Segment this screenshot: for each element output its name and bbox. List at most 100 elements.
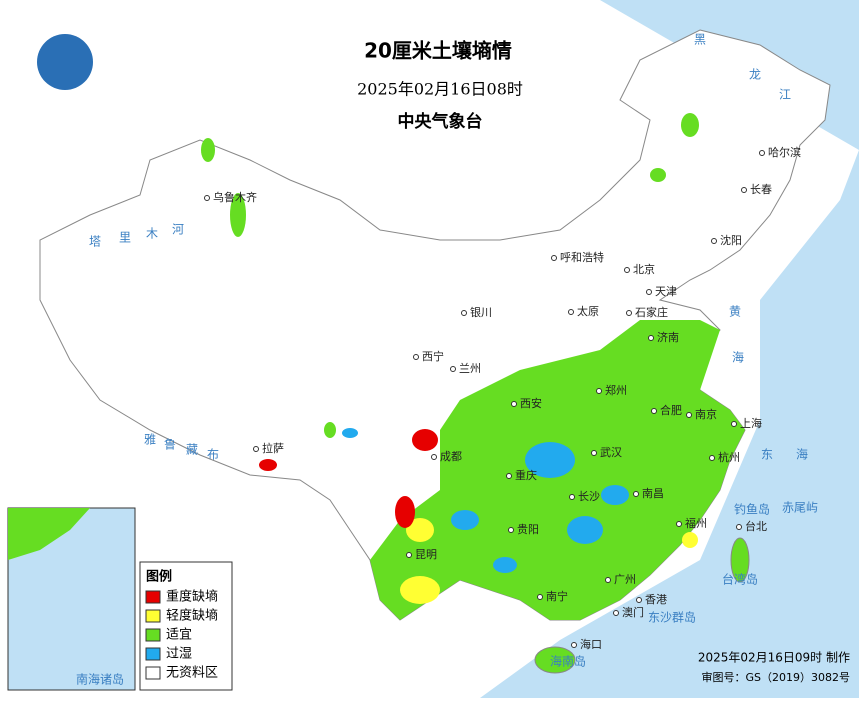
city-dot xyxy=(648,335,654,341)
legend-label: 适宜 xyxy=(166,628,192,643)
city-label: 乌鲁木齐 xyxy=(213,190,257,204)
city-label: 台北 xyxy=(745,519,767,533)
city-label: 海口 xyxy=(580,637,602,651)
city-dot xyxy=(676,521,682,527)
city-label: 南宁 xyxy=(546,589,568,603)
city-dot xyxy=(709,455,715,461)
water-label: 东沙群岛 xyxy=(648,610,696,625)
hainan xyxy=(534,646,576,674)
water-label: 里 xyxy=(119,231,131,245)
city-label: 拉萨 xyxy=(262,441,284,455)
city-dot xyxy=(741,187,747,193)
footer-approval: 审图号：GS（2019）3082号 xyxy=(702,670,851,684)
legend-label: 轻度缺墒 xyxy=(166,608,218,624)
water-label: 台湾岛 xyxy=(722,572,758,587)
city-label: 银川 xyxy=(470,305,492,319)
water-label: 河 xyxy=(172,223,184,237)
city-label: 合肥 xyxy=(660,403,682,417)
legend-title: 图例 xyxy=(146,569,172,585)
city-dot xyxy=(569,494,575,500)
city-dot xyxy=(571,642,577,648)
legend-swatch xyxy=(145,590,161,604)
water-label: 海南岛 xyxy=(550,654,586,669)
city-label: 澳门 xyxy=(622,605,644,619)
city-label: 石家庄 xyxy=(635,305,668,319)
city-dot xyxy=(646,289,652,295)
wet-areas xyxy=(342,428,629,573)
city-dot xyxy=(736,524,742,530)
inset-land xyxy=(8,508,90,560)
water-label: 龙 xyxy=(749,68,761,82)
water-label: 雅 xyxy=(144,432,156,447)
city-label: 长春 xyxy=(750,183,772,196)
water-label: 布 xyxy=(207,448,219,462)
city-dot xyxy=(759,150,765,156)
city-dot xyxy=(711,238,717,244)
city-label: 广州 xyxy=(614,573,636,586)
city-label: 郑州 xyxy=(605,383,627,397)
city-dot xyxy=(651,408,657,414)
city-label: 昆明 xyxy=(415,548,437,561)
city-label: 南昌 xyxy=(642,487,664,500)
city-dot xyxy=(613,610,619,616)
city-label: 兰州 xyxy=(459,362,481,375)
water-label: 海 xyxy=(796,447,808,462)
city-dot xyxy=(508,527,514,533)
logo xyxy=(37,34,93,90)
city-dot xyxy=(591,450,597,456)
legend-swatch xyxy=(145,609,161,623)
mild-drought-areas xyxy=(400,518,698,604)
city-dot xyxy=(551,255,557,261)
water-label: 赤尾屿 xyxy=(782,501,818,515)
city-dot xyxy=(450,366,456,372)
date: 2025年02月16日08时 xyxy=(357,80,523,99)
city-dot xyxy=(731,421,737,427)
legend-label: 重度缺墒 xyxy=(166,589,218,605)
city-label: 上海 xyxy=(740,416,762,430)
water-label: 黄 xyxy=(729,305,741,319)
city-dot xyxy=(253,446,259,452)
city-label: 哈尔滨 xyxy=(768,145,801,159)
city-dot xyxy=(686,412,692,418)
city-label: 重庆 xyxy=(515,468,537,482)
water-label: 江 xyxy=(779,88,791,102)
city-label: 成都 xyxy=(440,450,462,463)
city-dot xyxy=(537,594,543,600)
city-label: 北京 xyxy=(633,262,655,276)
city-dot xyxy=(406,552,412,558)
taiwan xyxy=(730,537,750,583)
legend-label: 无资料区 xyxy=(166,666,218,681)
city-label: 南京 xyxy=(695,407,717,421)
city-label: 太原 xyxy=(577,305,599,318)
city-dot xyxy=(431,454,437,460)
city-label: 呼和浩特 xyxy=(560,250,604,264)
city-dot xyxy=(506,473,512,479)
city-dot xyxy=(413,354,419,360)
city-dot xyxy=(596,388,602,394)
city-label: 长沙 xyxy=(578,490,600,503)
severe-drought-areas xyxy=(259,429,438,528)
city-dot xyxy=(605,577,611,583)
sea xyxy=(480,0,859,698)
footer-made: 2025年02月16日09时 制作 xyxy=(698,651,850,665)
water-label: 东 xyxy=(761,448,773,462)
city-dot xyxy=(461,310,467,316)
city-label: 杭州 xyxy=(718,450,740,464)
city-label: 贵阳 xyxy=(517,523,539,536)
city-dot xyxy=(626,310,632,316)
water-label: 木 xyxy=(146,227,158,241)
agency: 中央气象台 xyxy=(398,111,483,132)
city-label: 福州 xyxy=(685,516,707,530)
city-label: 西宁 xyxy=(422,349,444,363)
legend-swatch xyxy=(145,647,161,661)
legend-swatch xyxy=(145,666,161,680)
city-dot xyxy=(633,491,639,497)
water-label: 黑 xyxy=(694,33,706,47)
legend-swatch xyxy=(145,628,161,642)
city-dot xyxy=(568,309,574,315)
city-label: 西安 xyxy=(520,396,542,410)
city-label: 武汉 xyxy=(600,446,622,459)
city-dot xyxy=(204,195,210,201)
water-label: 藏 xyxy=(186,443,198,457)
